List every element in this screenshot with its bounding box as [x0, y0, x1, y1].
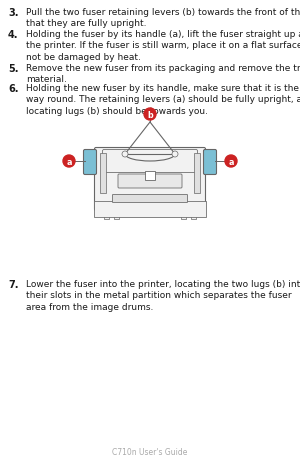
- FancyBboxPatch shape: [94, 148, 206, 211]
- Text: b: b: [147, 111, 153, 119]
- Circle shape: [63, 156, 75, 168]
- Text: a: a: [66, 157, 72, 166]
- Circle shape: [122, 152, 128, 158]
- FancyBboxPatch shape: [103, 150, 197, 173]
- Bar: [191, 210, 196, 219]
- Bar: [114, 210, 119, 219]
- Bar: [181, 210, 186, 219]
- Text: Lower the fuser into the printer, locating the two lugs (b) into
their slots in : Lower the fuser into the printer, locati…: [26, 279, 300, 311]
- FancyBboxPatch shape: [83, 150, 97, 175]
- Text: 3.: 3.: [8, 8, 19, 18]
- Bar: [100, 154, 106, 194]
- Bar: [104, 210, 109, 219]
- Text: 7.: 7.: [8, 279, 19, 289]
- Circle shape: [144, 109, 156, 121]
- Text: 4.: 4.: [8, 30, 19, 40]
- Text: Holding the fuser by its handle (a), lift the fuser straight up and out of
the p: Holding the fuser by its handle (a), lif…: [26, 30, 300, 62]
- Bar: [145, 172, 155, 181]
- Text: 5.: 5.: [8, 64, 19, 74]
- Text: Pull the two fuser retaining levers (b) towards the front of the printer so
that: Pull the two fuser retaining levers (b) …: [26, 8, 300, 28]
- Bar: [194, 154, 200, 194]
- Text: C710n User's Guide: C710n User's Guide: [112, 447, 188, 456]
- Circle shape: [172, 152, 178, 158]
- FancyBboxPatch shape: [112, 195, 188, 203]
- Text: Holding the new fuser by its handle, make sure that it is the correct
way round.: Holding the new fuser by its handle, mak…: [26, 84, 300, 116]
- Text: Remove the new fuser from its packaging and remove the transit
material.: Remove the new fuser from its packaging …: [26, 64, 300, 84]
- Text: 6.: 6.: [8, 84, 19, 94]
- Text: a: a: [228, 157, 234, 166]
- FancyBboxPatch shape: [203, 150, 217, 175]
- FancyBboxPatch shape: [118, 175, 182, 188]
- FancyBboxPatch shape: [94, 201, 206, 218]
- Circle shape: [225, 156, 237, 168]
